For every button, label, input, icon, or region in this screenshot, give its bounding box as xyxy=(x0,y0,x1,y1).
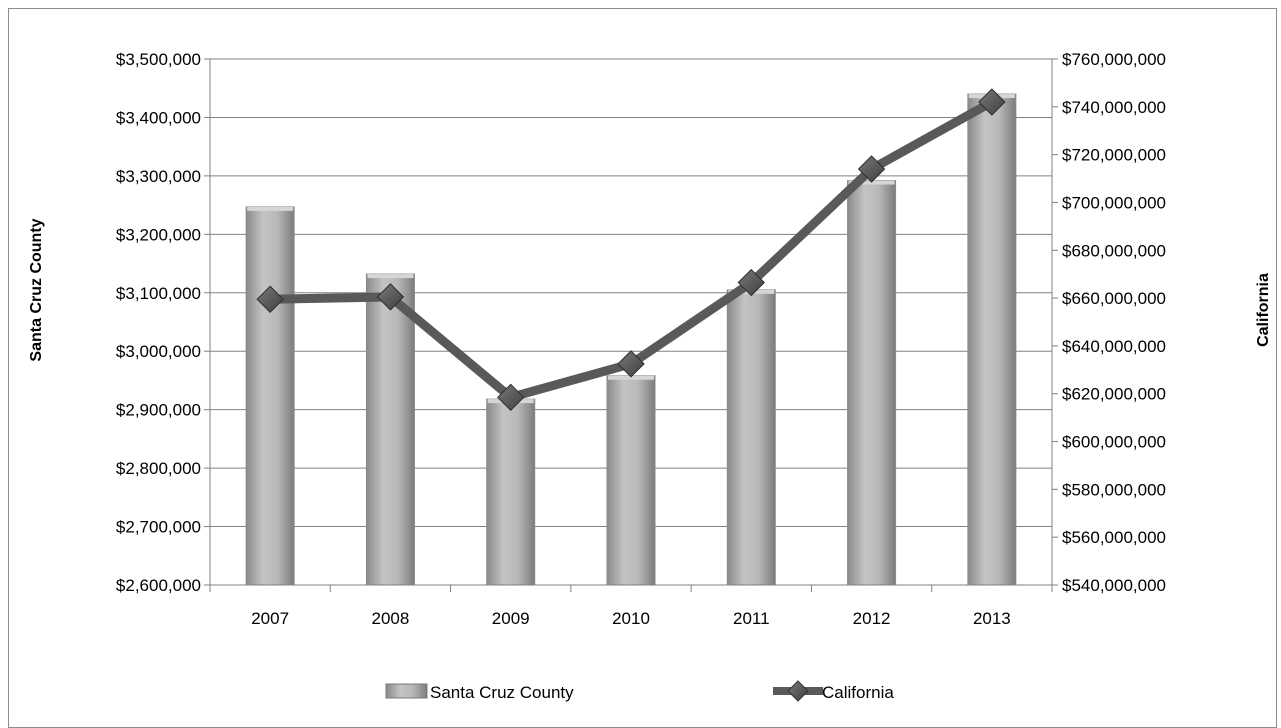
x-tick-label: 2013 xyxy=(973,609,1011,628)
legend-bar-swatch xyxy=(385,683,428,699)
bar-2012 xyxy=(847,180,897,586)
left-tick-label: $3,400,000 xyxy=(116,108,201,127)
right-tick-label: $620,000,000 xyxy=(1062,385,1166,404)
bar-series-santa-cruz-county xyxy=(245,93,1017,586)
right-axis-ticks: $540,000,000 $560,000,000 $580,000,000 $600… xyxy=(1062,50,1166,595)
x-axis-ticks: 2007 2008 2009 2010 2011 2012 2013 xyxy=(251,609,1011,628)
x-tick-label: 2010 xyxy=(612,609,650,628)
x-tick-label: 2011 xyxy=(733,609,770,628)
right-tick-label: $540,000,000 xyxy=(1062,576,1166,595)
x-tick-label: 2007 xyxy=(251,609,289,628)
right-axis-title: California xyxy=(1255,273,1272,347)
bar-2013 xyxy=(967,93,1017,586)
right-tick-label: $660,000,000 xyxy=(1062,289,1166,308)
right-tick-label: $680,000,000 xyxy=(1062,241,1166,260)
left-tick-label: $2,700,000 xyxy=(116,518,201,537)
legend-label-santa-cruz-county: Santa Cruz County xyxy=(430,683,574,702)
right-tick-label: $760,000,000 xyxy=(1062,50,1166,69)
line-series-california xyxy=(256,88,1006,412)
point-2013 xyxy=(978,88,1006,116)
legend-diamond-marker xyxy=(787,680,809,702)
right-tick-label: $720,000,000 xyxy=(1062,146,1166,165)
left-axis-title: Santa Cruz County xyxy=(28,218,45,361)
x-tick-label: 2008 xyxy=(372,609,410,628)
point-2012 xyxy=(857,155,886,183)
x-tick-label: 2009 xyxy=(492,609,530,628)
left-tick-label: $3,100,000 xyxy=(116,284,201,303)
right-tick-label: $600,000,000 xyxy=(1062,433,1166,452)
bar-2007 xyxy=(245,206,295,586)
right-tick-label: $700,000,000 xyxy=(1062,193,1166,212)
right-tick-label: $580,000,000 xyxy=(1062,480,1166,499)
bar-cap-2008 xyxy=(367,274,414,279)
left-tick-label: $2,600,000 xyxy=(116,576,201,595)
right-tick-label: $640,000,000 xyxy=(1062,337,1166,356)
bar-2009 xyxy=(486,398,536,586)
bar-2008 xyxy=(365,273,415,586)
left-tick-label: $2,900,000 xyxy=(116,401,201,420)
left-axis-ticks: $2,600,000 $2,700,000 $2,800,000 $2,900,000… xyxy=(116,50,201,595)
left-tick-label: $3,000,000 xyxy=(116,342,201,361)
right-tick-label: $560,000,000 xyxy=(1062,528,1166,547)
bar-cap-2007 xyxy=(247,206,294,211)
left-tick-label: $2,800,000 xyxy=(116,459,201,478)
bar-2011 xyxy=(726,289,776,586)
point-2009 xyxy=(497,383,525,412)
legend: Santa Cruz County California xyxy=(385,680,894,702)
x-tick-label: 2012 xyxy=(853,609,891,628)
legend-label-california: California xyxy=(822,683,894,702)
point-2011 xyxy=(737,268,765,297)
left-tick-label: $3,500,000 xyxy=(116,50,201,69)
axes xyxy=(204,58,1058,592)
left-tick-label: $3,300,000 xyxy=(116,167,201,186)
left-tick-label: $3,200,000 xyxy=(116,225,201,244)
point-2008 xyxy=(376,283,405,311)
bar-2010 xyxy=(606,375,656,586)
bar-cap-2010 xyxy=(608,375,654,380)
right-tick-label: $740,000,000 xyxy=(1062,98,1166,117)
point-2007 xyxy=(256,285,284,313)
point-2010 xyxy=(617,350,645,378)
